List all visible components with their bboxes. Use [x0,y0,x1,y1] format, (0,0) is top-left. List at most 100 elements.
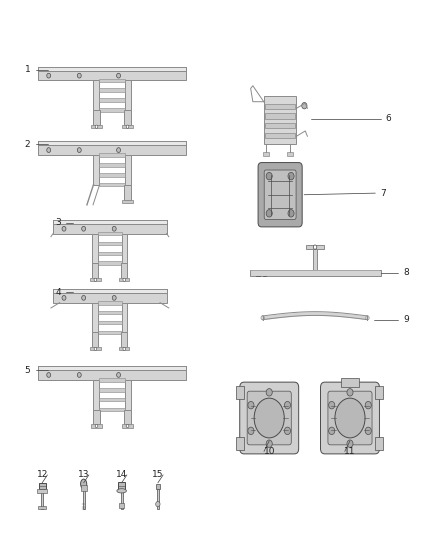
Bar [37,489,47,494]
Bar [236,437,244,450]
Circle shape [78,73,81,78]
Circle shape [288,172,294,180]
Bar [99,99,125,102]
FancyBboxPatch shape [321,382,379,454]
Circle shape [123,278,126,281]
Bar [99,88,125,92]
Text: 12: 12 [36,471,48,479]
Bar [53,289,166,293]
Bar [122,303,127,333]
Text: 14: 14 [116,471,127,479]
Bar [99,398,125,401]
Bar [250,270,381,276]
Circle shape [95,125,98,128]
Circle shape [313,245,317,249]
Circle shape [62,295,66,300]
Bar [265,104,295,109]
Bar [125,80,131,110]
Bar [92,233,98,263]
Bar [118,482,125,489]
Text: 5: 5 [25,366,30,375]
Bar [99,378,125,382]
Circle shape [62,227,66,231]
Circle shape [347,389,353,396]
Bar [38,141,186,146]
Bar [99,153,125,157]
Text: 7: 7 [381,189,386,198]
Circle shape [328,427,335,434]
Bar [98,330,122,334]
Circle shape [284,401,290,409]
Bar [93,379,99,409]
Bar [99,78,125,82]
Bar [99,173,125,176]
Bar [38,146,186,155]
Circle shape [81,295,85,300]
Bar [98,252,122,255]
Bar [98,301,122,304]
Circle shape [117,73,120,78]
Bar [122,125,133,128]
Circle shape [288,209,294,217]
Bar [124,409,131,424]
Circle shape [365,427,371,434]
Circle shape [78,148,81,152]
Text: 1: 1 [25,66,30,74]
Circle shape [302,102,307,109]
Bar [99,388,125,392]
Bar [119,278,130,281]
Bar [93,80,99,110]
Circle shape [365,401,371,409]
Bar [375,386,383,399]
Circle shape [94,348,97,351]
Bar [98,262,122,265]
Bar [38,506,46,510]
Bar [92,333,99,348]
Bar [83,489,85,510]
Bar [264,96,297,144]
Circle shape [47,73,51,78]
Circle shape [155,502,160,507]
Bar [306,245,324,249]
Bar [124,184,131,199]
Text: 4: 4 [55,287,61,296]
Bar [99,108,125,112]
Bar [122,424,133,427]
Bar [341,378,359,387]
Ellipse shape [81,479,87,489]
Bar [313,249,317,270]
Circle shape [117,148,120,152]
Text: 2: 2 [25,140,30,149]
Bar [287,152,293,156]
Circle shape [366,316,369,320]
Bar [125,155,131,184]
Bar [92,263,99,278]
Circle shape [266,389,272,396]
Circle shape [47,148,51,152]
Text: 11: 11 [344,447,356,456]
Circle shape [266,440,272,447]
Bar [265,114,295,119]
Bar [99,408,125,411]
Circle shape [112,295,116,300]
Bar [121,263,127,278]
Circle shape [112,227,116,231]
Ellipse shape [335,398,365,438]
Bar [98,241,122,245]
Text: 13: 13 [78,471,89,479]
Bar [93,155,99,184]
FancyBboxPatch shape [328,391,372,445]
Bar [122,233,127,263]
Circle shape [261,316,265,320]
Bar [93,110,99,125]
Bar [92,303,98,333]
Bar [38,366,186,370]
Bar [53,220,166,224]
Ellipse shape [254,398,284,438]
Circle shape [95,424,98,427]
Bar [124,110,131,125]
Bar [91,125,102,128]
FancyBboxPatch shape [264,170,296,220]
Bar [53,293,166,303]
FancyBboxPatch shape [247,391,291,445]
